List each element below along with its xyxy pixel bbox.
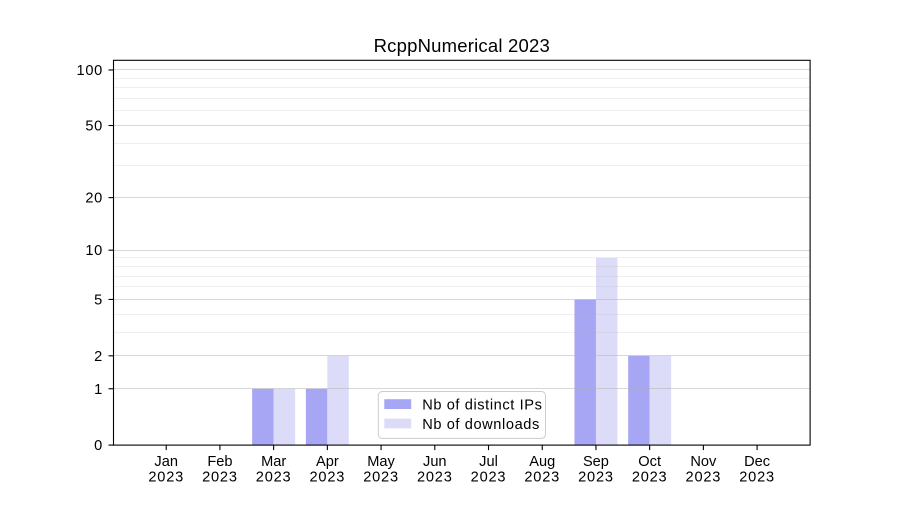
svg-text:2023: 2023 (148, 469, 184, 485)
svg-text:0: 0 (94, 438, 103, 454)
svg-text:2: 2 (94, 349, 103, 365)
svg-text:2023: 2023 (417, 469, 453, 485)
svg-text:2023: 2023 (256, 469, 292, 485)
svg-text:Feb: Feb (207, 454, 232, 470)
svg-text:2023: 2023 (363, 469, 399, 485)
svg-text:Mar: Mar (261, 454, 286, 470)
svg-text:Apr: Apr (316, 454, 339, 470)
svg-text:Oct: Oct (638, 454, 661, 470)
svg-text:Sep: Sep (583, 454, 609, 470)
svg-text:2023: 2023 (310, 469, 346, 485)
svg-text:May: May (367, 454, 395, 470)
svg-text:Nb of downloads: Nb of downloads (422, 417, 540, 433)
svg-text:Nb of distinct IPs: Nb of distinct IPs (422, 398, 542, 414)
svg-text:2023: 2023 (578, 469, 614, 485)
svg-text:Nov: Nov (690, 454, 717, 470)
svg-text:50: 50 (85, 119, 103, 135)
svg-text:20: 20 (85, 191, 103, 207)
svg-text:2023: 2023 (524, 469, 560, 485)
svg-text:2023: 2023 (739, 469, 775, 485)
svg-text:5: 5 (94, 292, 103, 308)
svg-text:Dec: Dec (744, 454, 770, 470)
svg-text:2023: 2023 (202, 469, 238, 485)
svg-text:Jun: Jun (423, 454, 447, 470)
svg-text:Jul: Jul (479, 454, 498, 470)
svg-text:1: 1 (94, 382, 103, 398)
svg-text:2023: 2023 (686, 469, 722, 485)
svg-text:Aug: Aug (529, 454, 555, 470)
svg-text:2023: 2023 (471, 469, 507, 485)
svg-text:100: 100 (77, 63, 103, 79)
svg-text:10: 10 (85, 243, 103, 259)
svg-text:Jan: Jan (154, 454, 178, 470)
svg-text:2023: 2023 (632, 469, 668, 485)
svg-text:RcppNumerical 2023: RcppNumerical 2023 (374, 35, 550, 56)
